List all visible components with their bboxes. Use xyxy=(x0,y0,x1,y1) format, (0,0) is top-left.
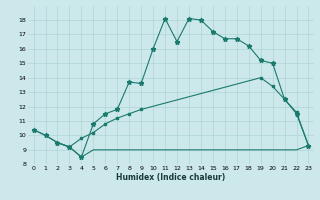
X-axis label: Humidex (Indice chaleur): Humidex (Indice chaleur) xyxy=(116,173,226,182)
